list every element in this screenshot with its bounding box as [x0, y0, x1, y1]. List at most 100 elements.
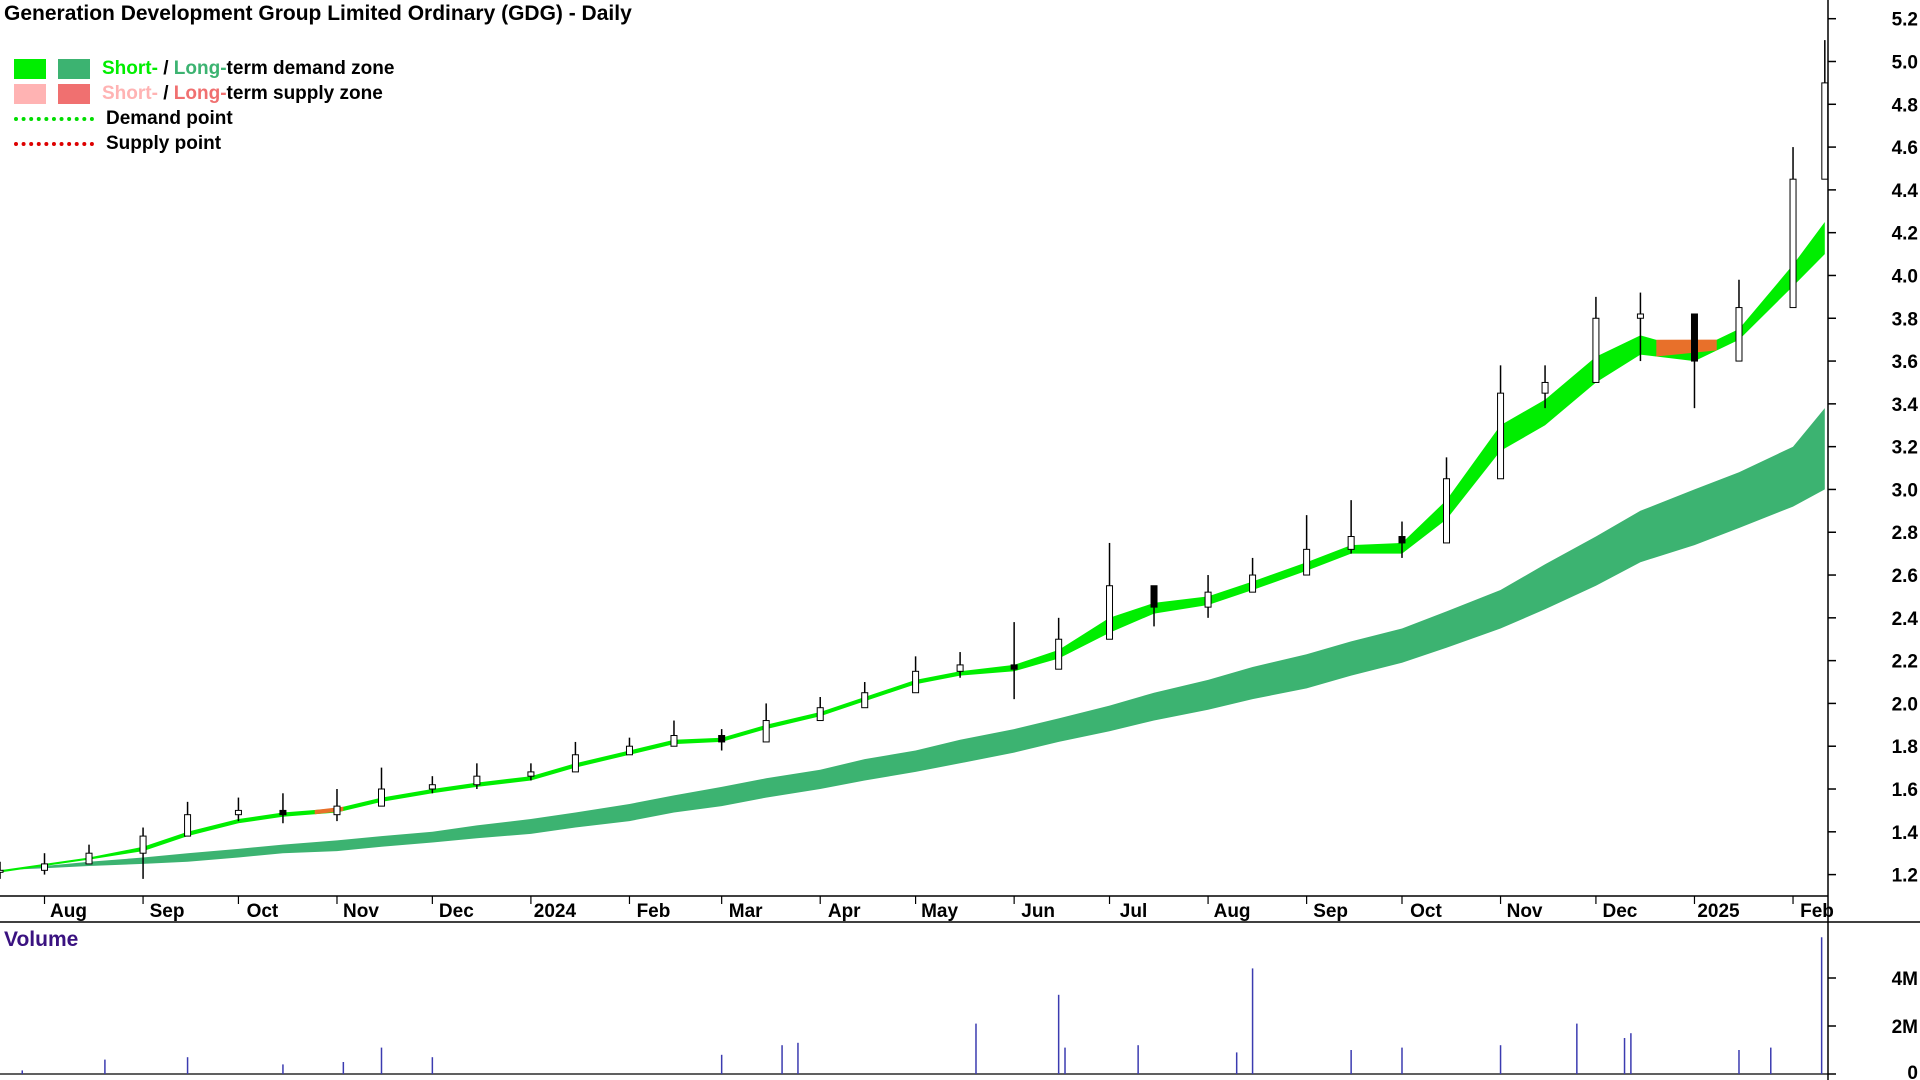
y-tick-label: 4.4 [1892, 181, 1919, 202]
x-tick-label: Nov [1507, 901, 1543, 922]
volume-tick-label: 0 [1907, 1063, 1918, 1080]
candle-body [473, 775, 481, 786]
candle-body [1497, 392, 1505, 480]
candle-body [1789, 178, 1797, 309]
y-tick-label: 4.0 [1892, 266, 1918, 287]
candle-body [1398, 536, 1406, 544]
y-tick-label: 5.2 [1892, 10, 1918, 31]
candle-body [279, 809, 287, 816]
x-tick-label: Nov [343, 901, 379, 922]
candle-body [956, 664, 964, 672]
candle-body [85, 852, 93, 865]
candle-body [1010, 664, 1018, 670]
long-term-demand-zone [0, 408, 1825, 871]
candle-body [762, 720, 770, 743]
legend-sep: / [157, 82, 174, 104]
x-tick-label: Aug [1214, 901, 1251, 922]
long-supply-swatch [58, 83, 90, 104]
x-tick-label: May [921, 901, 958, 922]
candle-body [184, 814, 192, 837]
y-tick-label: 2.8 [1892, 523, 1918, 544]
y-tick-label: 2.4 [1892, 609, 1919, 630]
x-tick-label: Jul [1120, 901, 1147, 922]
candle-body [41, 863, 49, 871]
legend-short-supply-label: Short- [102, 82, 158, 104]
volume-tick-label: 4M [1892, 969, 1918, 990]
candle-body [1204, 591, 1212, 608]
x-tick-label: Dec [439, 901, 474, 922]
candle-body [527, 771, 535, 777]
legend-long-demand-label: Long- [173, 57, 227, 79]
legend-demand-rest: term demand zone [226, 57, 395, 79]
legend-supply-point-label: Supply point [106, 132, 222, 154]
candle-body [139, 835, 147, 854]
zones-layer [0, 222, 1825, 873]
x-tick-label: Feb [637, 901, 671, 922]
candle-body [1106, 585, 1114, 640]
legend-supply-point: Supply point [14, 131, 394, 156]
candle-body [861, 692, 869, 709]
candle-body [1636, 313, 1644, 319]
candle-body [625, 745, 633, 756]
y-tick-label: 1.6 [1892, 780, 1918, 801]
short-supply-swatch [14, 83, 46, 104]
x-tick-label: Jun [1021, 901, 1055, 922]
long-demand-swatch [58, 58, 90, 79]
x-tick-label: Mar [729, 901, 763, 922]
x-tick-label: Apr [828, 901, 861, 922]
candle-body [234, 809, 242, 816]
y-tick-label: 2.2 [1892, 652, 1918, 673]
y-tick-label: 5.0 [1892, 52, 1918, 73]
candle-body [1303, 548, 1311, 576]
chart-title: Generation Development Group Limited Ord… [4, 2, 632, 25]
y-tick-label: 1.2 [1892, 866, 1918, 887]
candle-body [1592, 317, 1600, 383]
legend-supply-rest: term supply zone [226, 82, 383, 104]
y-tick-label: 4.6 [1892, 138, 1918, 159]
y-tick-label: 3.6 [1892, 352, 1918, 373]
y-tick-label: 2.0 [1892, 694, 1918, 715]
legend: Short- / Long- term demand zone Short- /… [14, 56, 394, 156]
candle-body [1690, 313, 1698, 362]
legend-demand-zone: Short- / Long- term demand zone [14, 56, 394, 81]
volume-label: Volume [4, 928, 79, 951]
y-tick-label: 4.2 [1892, 224, 1918, 245]
candle-body [571, 754, 579, 773]
x-tick-label: Sep [150, 901, 185, 922]
candle-body [377, 788, 385, 807]
legend-sep: / [157, 57, 174, 79]
candle-body [718, 735, 726, 743]
x-tick-label: Dec [1602, 901, 1637, 922]
y-tick-label: 3.8 [1892, 309, 1918, 330]
candle-body [1541, 381, 1549, 394]
x-tick-label: Sep [1313, 901, 1348, 922]
supply-zone-segment-1 [1656, 339, 1717, 357]
x-tick-label: 2025 [1697, 901, 1740, 922]
volume-tick-label: 2M [1892, 1017, 1918, 1038]
x-tick-label: Oct [247, 901, 279, 922]
candle-body [1055, 638, 1063, 670]
y-tick-label: 3.2 [1892, 438, 1918, 459]
legend-demand-point-label: Demand point [106, 107, 233, 129]
x-tick-label: Feb [1800, 901, 1834, 922]
legend-long-supply-label: Long- [173, 82, 227, 104]
demand-point-line-icon [14, 116, 94, 121]
supply-point-line-icon [14, 141, 94, 146]
candle-body [1150, 585, 1158, 608]
y-tick-label: 3.0 [1892, 480, 1918, 501]
y-tick-label: 1.4 [1892, 823, 1919, 844]
y-tick-label: 4.8 [1892, 95, 1918, 116]
short-term-demand-zone [0, 222, 1825, 873]
candle-body [816, 707, 824, 722]
candle-body [333, 805, 341, 816]
legend-demand-point: Demand point [14, 106, 394, 131]
legend-short-demand-label: Short- [102, 57, 158, 79]
candle-body [428, 784, 436, 790]
candle-body [912, 670, 920, 694]
y-tick-label: 1.8 [1892, 737, 1918, 758]
x-tick-label: 2024 [534, 901, 577, 922]
candle-body [0, 869, 4, 873]
x-tick-label: Oct [1410, 901, 1442, 922]
